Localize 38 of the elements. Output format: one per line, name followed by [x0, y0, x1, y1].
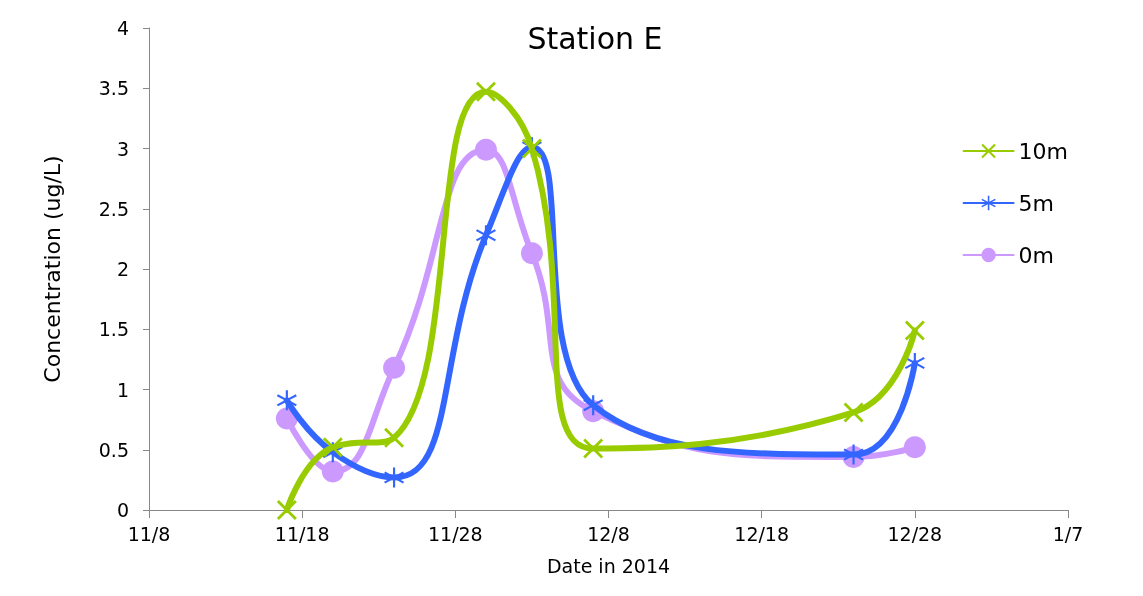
- point: [583, 395, 604, 416]
- point: [321, 460, 344, 483]
- point: [383, 356, 406, 379]
- y-tick-label: 0: [116, 499, 129, 521]
- point: [322, 437, 343, 458]
- y-tick-label: 3: [116, 137, 129, 160]
- x-tick-label: 11/8: [127, 522, 171, 545]
- point: [903, 436, 926, 459]
- x-tick-label: 11/18: [274, 522, 330, 545]
- point: [475, 81, 496, 102]
- point: [475, 225, 496, 246]
- point: [843, 402, 864, 423]
- y-tick-label: 2.5: [98, 197, 129, 220]
- x-tick-label: 1/7: [1052, 522, 1084, 545]
- point: [384, 467, 405, 488]
- x-axis-title: Date in 2014: [546, 554, 671, 577]
- x-tick-label: 12/8: [587, 522, 630, 545]
- y-tick-label: 1: [116, 378, 129, 401]
- point: [583, 438, 604, 459]
- legend-label: 0m: [1018, 242, 1055, 268]
- point: [384, 427, 405, 448]
- y-tick-label: 2: [116, 258, 129, 280]
- point: [520, 242, 543, 265]
- x-tick-label: 12/28: [887, 522, 943, 545]
- y-axis-title: Concentration (ug/L): [39, 155, 65, 383]
- x-tick-label: 12/18: [734, 522, 790, 545]
- point: [276, 500, 297, 520]
- legend-label: 10m: [1018, 138, 1069, 164]
- y-tick-label: 4: [116, 17, 129, 39]
- y-tick-label: 0.5: [98, 438, 129, 461]
- y-tick-label: 3.5: [98, 77, 129, 100]
- point: [474, 138, 497, 161]
- x-tick-label: 11/28: [427, 522, 483, 545]
- chart-title: Station E: [527, 20, 663, 56]
- legend-label: 5m: [1018, 190, 1055, 216]
- point: [276, 390, 297, 411]
- y-tick-label: 1.5: [98, 318, 129, 341]
- point: [904, 320, 925, 341]
